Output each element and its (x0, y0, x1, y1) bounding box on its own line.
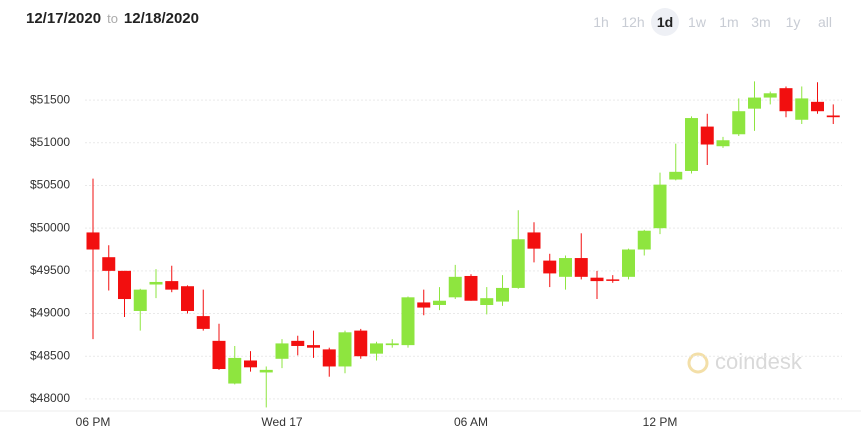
to-word: to (107, 11, 118, 26)
candle-body (779, 88, 793, 112)
y-tick-label: $48500 (30, 348, 70, 362)
range-button[interactable]: 1d (651, 8, 679, 36)
candle-body (385, 343, 399, 346)
range-button[interactable]: 1w (688, 14, 706, 30)
watermark-logo (687, 352, 709, 374)
to-date: 12/18/2020 (123, 10, 199, 27)
candle-body (653, 184, 667, 229)
candle-body (795, 98, 809, 120)
candle-body (433, 300, 446, 305)
candle-body (118, 270, 131, 300)
from-date: 12/17/2020 (26, 10, 102, 27)
candle-body (763, 93, 777, 98)
range-button[interactable]: 1h (593, 14, 609, 30)
y-tick-label: $51000 (30, 135, 70, 149)
candle-body (732, 111, 746, 135)
range-button[interactable]: all (817, 14, 832, 30)
watermark: coindesk (715, 349, 803, 374)
range-button[interactable]: 3m (751, 14, 771, 30)
candle-body (181, 286, 194, 311)
candle-body (133, 289, 147, 311)
x-tick-label: 12 PM (643, 415, 678, 429)
candle-body (275, 343, 289, 359)
candle-body (480, 298, 494, 305)
x-tick-label: 06 PM (76, 415, 111, 429)
candle-body (826, 115, 840, 118)
candle-body (622, 249, 635, 277)
candle-body (543, 260, 557, 274)
candle-body (165, 281, 179, 290)
candle-body (244, 360, 257, 368)
range-button[interactable]: 1m (719, 14, 739, 30)
candle-body (748, 97, 761, 109)
y-tick-label: $49000 (30, 306, 70, 320)
candle-body (370, 343, 383, 354)
candle-body (307, 345, 320, 348)
y-tick-label: $50500 (30, 178, 70, 192)
candle-body (574, 258, 588, 277)
candle-body (291, 340, 305, 346)
candle-body (637, 230, 651, 250)
range-button[interactable]: 1y (785, 14, 801, 30)
candle-body (685, 118, 698, 171)
date-range: 12/17/2020 to 12/18/2020 (26, 10, 199, 27)
candle-body (259, 369, 273, 373)
candle-body (716, 140, 730, 147)
candle-body (606, 279, 620, 281)
candle-body (669, 171, 683, 180)
candle-body (86, 232, 100, 250)
candle-body (527, 232, 541, 249)
range-button[interactable]: 12h (621, 14, 645, 30)
x-tick-label: Wed 17 (261, 415, 302, 429)
candle-body (496, 287, 509, 302)
candle-body (149, 281, 163, 285)
candle-body (102, 257, 116, 271)
y-tick-label: $49500 (30, 263, 70, 277)
candle-body (401, 297, 415, 346)
candle-body (811, 101, 824, 112)
candle-body (354, 330, 368, 357)
candle-body (338, 332, 352, 367)
y-tick-label: $51500 (30, 92, 70, 106)
candle-body (228, 357, 242, 384)
y-tick-label: $50000 (30, 220, 70, 234)
candle-body (448, 276, 462, 298)
range-buttons: 1h 12h 1d 1w 1m 3m 1y all (587, 8, 839, 36)
candle-body (464, 275, 478, 301)
candle-body (322, 349, 336, 367)
y-tick-label: $48000 (30, 391, 70, 405)
candle-body (196, 316, 210, 329)
candle-body (590, 277, 604, 282)
candle-body (417, 302, 431, 308)
candle-body (559, 258, 572, 277)
candle-body (700, 126, 714, 145)
x-tick-label: 06 AM (454, 415, 488, 429)
candle-body (511, 239, 525, 288)
candle-body (212, 340, 226, 370)
